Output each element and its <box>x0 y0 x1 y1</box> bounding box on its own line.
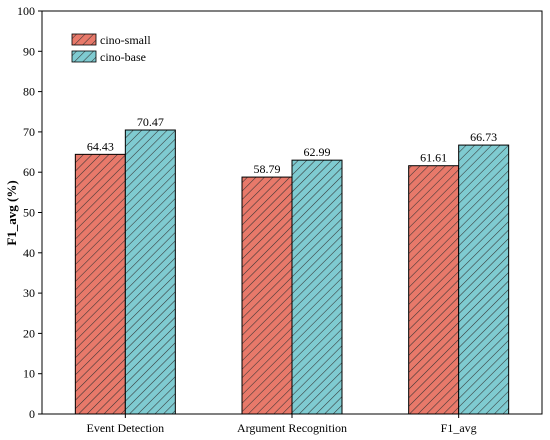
bar-cino-base-1 <box>291 159 343 415</box>
legend-swatch-cino-small <box>71 33 97 46</box>
bars-group <box>74 129 510 415</box>
x-axis-ticks: Event Detection Argument Recognition F1_av… <box>87 414 477 435</box>
bar-cino-small-2 <box>408 165 460 415</box>
y-tick-label: 50 <box>23 206 35 220</box>
y-tick-label: 60 <box>23 165 35 179</box>
data-label-cino-base-1: 62.99 <box>304 145 331 159</box>
y-axis-ticks: 0 10 20 30 40 50 60 70 80 90 100 <box>17 4 42 421</box>
legend: cino-small cino-base <box>71 33 151 64</box>
x-tick-label: Event Detection <box>87 421 165 435</box>
data-label-cino-base-0: 70.47 <box>137 115 164 129</box>
data-label-cino-small-1: 58.79 <box>254 162 281 176</box>
data-label-cino-base-2: 66.73 <box>470 130 497 144</box>
legend-label-cino-base: cino-base <box>100 50 146 64</box>
x-tick-label: F1_avg <box>441 421 477 435</box>
data-label-cino-small-0: 64.43 <box>87 139 114 153</box>
y-tick-label: 30 <box>23 286 35 300</box>
y-tick-label: 10 <box>23 367 35 381</box>
y-axis-title: F1_avg (%) <box>4 180 19 245</box>
bar-cino-small-0 <box>74 153 126 415</box>
y-tick-label: 90 <box>23 44 35 58</box>
plot-frame <box>41 10 543 415</box>
bar-cino-base-2 <box>458 144 510 415</box>
bar-cino-base-0 <box>124 129 176 415</box>
bar-cino-small-1 <box>241 176 293 415</box>
x-tick-label: Argument Recognition <box>237 421 347 435</box>
y-tick-label: 70 <box>23 125 35 139</box>
y-tick-label: 40 <box>23 246 35 260</box>
data-label-cino-small-2: 61.61 <box>420 151 447 165</box>
y-tick-label: 100 <box>17 4 35 18</box>
legend-swatch-cino-base <box>71 50 97 63</box>
y-axis-title-group: F1_avg (%) <box>4 180 19 245</box>
y-tick-label: 80 <box>23 85 35 99</box>
y-tick-label: 20 <box>23 326 35 340</box>
y-tick-label: 0 <box>29 407 35 421</box>
data-labels-group: 64.43 70.47 58.79 62.99 61.61 66.73 <box>87 115 497 176</box>
legend-label-cino-small: cino-small <box>100 33 151 47</box>
